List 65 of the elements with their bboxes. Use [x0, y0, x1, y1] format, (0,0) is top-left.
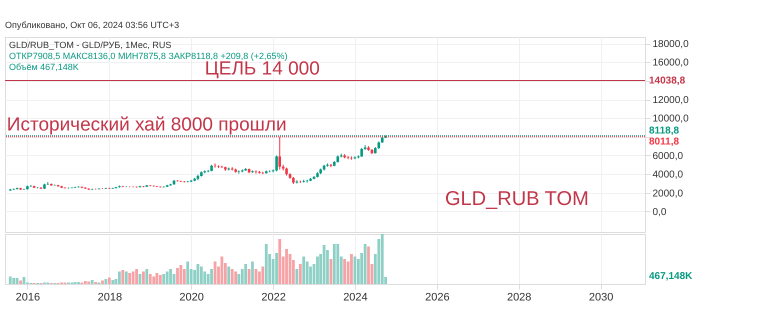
bar	[138, 274, 142, 284]
bar	[19, 280, 22, 284]
x-tick-label: 2024	[343, 292, 368, 304]
bar	[275, 253, 278, 284]
y-tick-label: 4000,0	[652, 170, 684, 181]
candlestick	[275, 154, 278, 172]
bar	[254, 269, 258, 284]
annotation: Объём 467,148K	[9, 62, 79, 72]
annotation: Исторический хай 8000 прошли	[6, 114, 287, 136]
bar	[214, 262, 216, 284]
x-tick-label: 2026	[425, 292, 450, 304]
x-tick-label: 2028	[506, 292, 532, 304]
ref-line-label: 8118,8	[649, 126, 680, 137]
bar	[179, 265, 182, 284]
text: 467,148K	[649, 271, 694, 282]
text: Опубликовано, Окт 06, 2024 03:56 UTC+3	[5, 20, 180, 30]
bar	[104, 279, 108, 284]
chart-title: GLD/RUB_TOM - GLD/РУБ, 1Мес, RUS	[9, 40, 172, 50]
y-tick-label: 0,0	[652, 206, 667, 218]
bar	[169, 269, 172, 284]
annotation: GLD_RUB TOM	[445, 188, 589, 210]
ref-line-label: 14038,8	[649, 75, 686, 86]
x-tick-label: 2022	[261, 292, 286, 304]
bar	[84, 281, 87, 284]
bar	[330, 259, 332, 284]
bar	[142, 272, 145, 284]
bar	[118, 272, 121, 284]
bar	[196, 264, 200, 284]
bar	[101, 280, 104, 284]
bar	[364, 244, 367, 284]
bar	[251, 262, 254, 284]
x-tick-label: 2016	[16, 292, 40, 304]
bar	[322, 245, 326, 284]
candlestick	[46, 182, 50, 186]
bar	[367, 246, 370, 284]
bar	[16, 278, 19, 284]
bar	[22, 277, 26, 284]
bar	[343, 259, 346, 284]
bar	[316, 256, 319, 284]
bar	[108, 278, 111, 284]
bar	[176, 268, 179, 284]
y-tick-label: 10000,0	[652, 114, 690, 125]
bar	[128, 273, 132, 284]
bar	[220, 256, 224, 284]
x-tick-label: 2018	[98, 292, 122, 304]
bar	[12, 278, 16, 284]
ref-line-label: 8011,8	[649, 136, 680, 148]
bar	[135, 269, 138, 284]
bar	[200, 266, 203, 284]
bar	[155, 273, 158, 284]
bar	[295, 269, 298, 284]
y-tick-label: 16000,0	[652, 58, 690, 69]
bar	[350, 254, 353, 284]
y-tick-label: 12000,0	[652, 95, 690, 106]
y-tick-label: 2000,0	[652, 188, 684, 200]
y-tick-label: 6000,0	[652, 150, 684, 162]
bar	[248, 269, 251, 284]
x-tick-label: 2030	[588, 292, 614, 304]
bar	[244, 264, 248, 284]
bar	[354, 256, 356, 284]
bar	[210, 269, 213, 284]
bar	[132, 272, 135, 284]
x-tick-label: 2020	[179, 292, 204, 304]
bar	[285, 249, 288, 284]
y-tick-label: 18000,0	[652, 39, 690, 50]
